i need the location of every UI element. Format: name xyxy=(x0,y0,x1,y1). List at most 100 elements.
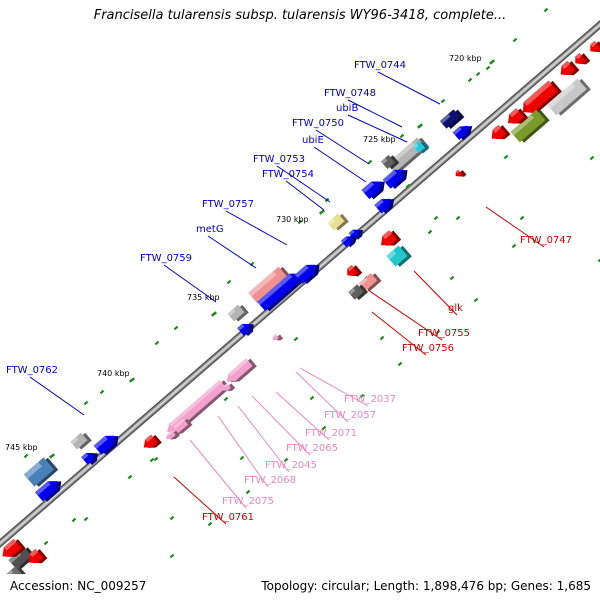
gene-block-ftw0744[interactable] xyxy=(439,107,465,131)
gene-label[interactable]: FTW_2068 xyxy=(244,475,296,486)
rna-block[interactable] xyxy=(164,378,231,438)
gene-label[interactable]: FTW_2065 xyxy=(286,443,338,454)
tick-mark xyxy=(473,297,479,303)
rna-block[interactable] xyxy=(221,381,236,395)
tick-mark xyxy=(83,400,89,406)
gene-block[interactable] xyxy=(358,271,382,293)
gene-label[interactable]: FTW_2037 xyxy=(344,394,396,405)
gene-block[interactable] xyxy=(380,153,400,171)
gene-block[interactable] xyxy=(81,447,101,467)
label-leader-line xyxy=(225,210,288,246)
gene-label[interactable]: FTW_0748 xyxy=(324,88,376,99)
gene-label[interactable]: FTW_0753 xyxy=(253,154,305,165)
gene-label[interactable]: FTW_0750 xyxy=(292,118,344,129)
tick-mark xyxy=(226,279,232,285)
label-leader-line xyxy=(189,439,247,509)
gene-block[interactable] xyxy=(587,39,600,57)
tick-mark xyxy=(293,336,299,342)
label-leader-line xyxy=(251,395,311,456)
gene-block[interactable] xyxy=(237,318,257,338)
gene-block[interactable] xyxy=(488,123,511,145)
gene-label[interactable]: FTW_0744 xyxy=(354,60,406,71)
tick-mark xyxy=(519,215,525,221)
gene-block[interactable] xyxy=(452,120,476,142)
gene-labels[interactable]: FTW_0744 FTW_0748 ubiB FTW_0750 ubiE FTW_0753… xyxy=(6,60,572,523)
gene-block[interactable] xyxy=(93,429,123,457)
gene-block[interactable] xyxy=(23,455,59,488)
gene-block[interactable] xyxy=(510,108,550,145)
gene-label[interactable]: FTW_2071 xyxy=(305,428,357,439)
gene-label[interactable]: FTW_0762 xyxy=(6,365,58,376)
gene-block[interactable] xyxy=(547,77,591,118)
gene-label[interactable]: FTW_0759 xyxy=(140,253,192,264)
major-tick-mark xyxy=(128,377,136,383)
gene-block[interactable] xyxy=(386,244,412,269)
rna-block[interactable] xyxy=(271,332,284,344)
tick-mark xyxy=(511,243,517,249)
gene-block[interactable] xyxy=(413,139,430,155)
gene-block[interactable] xyxy=(377,228,402,252)
tick-mark xyxy=(154,340,160,346)
rna-block[interactable] xyxy=(223,356,257,387)
gene-block[interactable] xyxy=(572,51,591,69)
gene-block[interactable] xyxy=(504,106,529,130)
gene-block[interactable] xyxy=(518,79,562,120)
gene-features[interactable] xyxy=(0,39,600,589)
gene-block[interactable] xyxy=(25,547,48,569)
gene-label[interactable]: FTW_0761 xyxy=(202,512,254,523)
gene-block[interactable] xyxy=(374,193,398,216)
gene-block[interactable] xyxy=(140,433,162,454)
tick-mark xyxy=(467,77,473,83)
tick-mark xyxy=(99,389,105,395)
gene-label[interactable]: FTW_2045 xyxy=(265,460,317,471)
gene-label[interactable]: ubiB xyxy=(336,103,358,114)
gene-block[interactable] xyxy=(0,537,26,563)
label-leader-line xyxy=(371,311,427,356)
gene-label[interactable]: FTW_0757 xyxy=(202,199,254,210)
label-leader-line xyxy=(485,206,545,248)
gene-block[interactable] xyxy=(257,267,307,313)
gene-block[interactable] xyxy=(327,212,349,233)
major-tick-mark xyxy=(416,123,424,129)
accession-text: Accession: NC_009257 xyxy=(10,579,147,593)
label-leader-line xyxy=(313,146,367,183)
gene-block[interactable] xyxy=(35,475,65,504)
gene-block[interactable] xyxy=(454,168,467,181)
gene-block[interactable] xyxy=(227,303,249,324)
tick-mark xyxy=(440,98,446,104)
gene-label[interactable]: FTW_2075 xyxy=(222,496,274,507)
tick-mark xyxy=(169,553,175,559)
map-title: Francisella tularensis subsp. tularensis… xyxy=(93,8,507,23)
footer-bar: Accession: NC_009257 Topology: circular;… xyxy=(0,574,600,600)
gene-label[interactable]: FTW_2057 xyxy=(324,410,376,421)
gene-block[interactable] xyxy=(340,231,360,249)
label-leader-line xyxy=(315,129,370,165)
rna-block[interactable] xyxy=(168,416,193,439)
gene-block[interactable] xyxy=(382,163,412,191)
gene-label[interactable]: FTW_0754 xyxy=(262,169,314,180)
gene-block[interactable] xyxy=(344,263,363,281)
gene-label[interactable]: ubiE xyxy=(302,135,324,146)
gene-block[interactable] xyxy=(361,175,389,201)
gene-label[interactable]: glk xyxy=(448,303,463,314)
tick-mark xyxy=(589,155,595,161)
gene-label[interactable]: FTW_0747 xyxy=(520,235,572,246)
tick-mark xyxy=(239,455,245,461)
tick-mark xyxy=(379,335,385,341)
rna-block[interactable] xyxy=(164,428,180,443)
gene-label[interactable]: FTW_0756 xyxy=(402,343,454,354)
gene-label[interactable]: metG xyxy=(196,224,224,235)
gene-block[interactable] xyxy=(248,265,292,306)
scale-label: 745 kbp xyxy=(5,443,38,452)
label-leader-line xyxy=(367,289,443,341)
tick-mark xyxy=(297,219,303,225)
gene-block[interactable] xyxy=(70,431,92,452)
label-leader-line xyxy=(173,476,227,525)
tick-mark xyxy=(309,395,315,401)
gene-block[interactable] xyxy=(348,282,369,302)
gene-block[interactable] xyxy=(557,59,580,81)
tick-mark xyxy=(149,457,155,463)
gene-label[interactable]: FTW_0755 xyxy=(418,328,470,339)
gene-block[interactable] xyxy=(294,258,324,286)
